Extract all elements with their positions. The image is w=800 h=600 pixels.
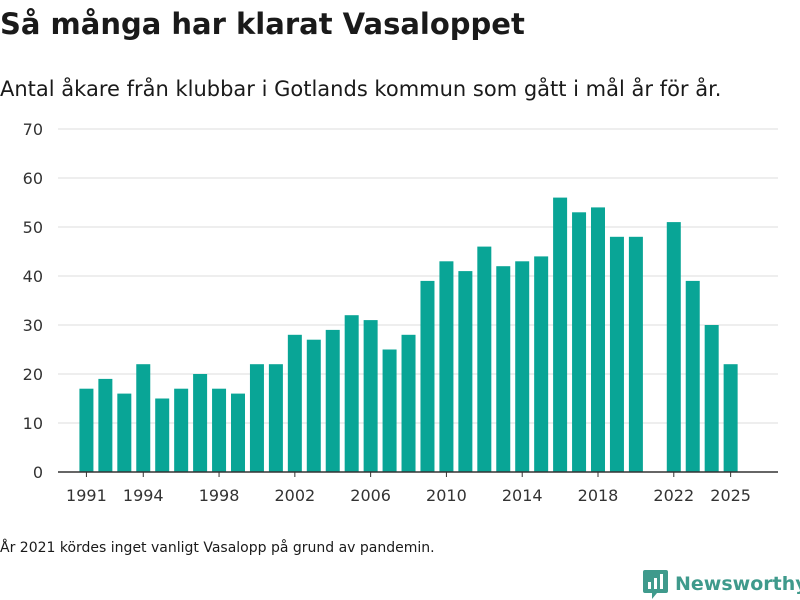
x-tick-label: 2014 <box>502 486 543 505</box>
bar <box>628 236 643 472</box>
y-tick-label: 20 <box>23 365 43 384</box>
bar <box>325 329 340 472</box>
x-tick-label: 2002 <box>274 486 315 505</box>
bar <box>363 320 378 472</box>
bar <box>212 388 227 472</box>
y-tick-label: 60 <box>23 169 43 188</box>
newsworthy-logo-icon <box>643 569 668 599</box>
bar <box>439 261 454 472</box>
bar <box>591 207 605 472</box>
x-tick-label: 1998 <box>199 486 240 505</box>
x-tick-label: 2010 <box>426 486 467 505</box>
y-tick-label: 50 <box>23 218 43 237</box>
bar <box>666 222 681 472</box>
bar <box>306 339 321 472</box>
bar <box>268 364 283 472</box>
y-tick-label: 30 <box>23 316 43 335</box>
bar <box>231 393 245 472</box>
bar <box>534 256 549 472</box>
bar <box>553 197 568 472</box>
footnote: År 2021 kördes inget vanligt Vasalopp på… <box>0 540 435 556</box>
x-tick-label: 2018 <box>578 486 619 505</box>
bar <box>174 388 189 472</box>
chart-title: Så många har klarat Vasaloppet <box>0 7 525 41</box>
bar <box>609 236 624 472</box>
bar <box>155 398 170 472</box>
y-axis: 0 10 20 30 40 50 60 70 <box>23 120 43 482</box>
bar <box>249 364 264 472</box>
bar <box>117 393 132 472</box>
x-tick-label: 2025 <box>710 486 751 505</box>
bar <box>723 364 738 472</box>
bar <box>515 261 530 472</box>
bar <box>344 315 359 472</box>
bar <box>193 374 208 472</box>
x-tick-label: 2022 <box>653 486 694 505</box>
bar <box>287 334 302 472</box>
bar <box>458 271 473 472</box>
y-tick-label: 40 <box>23 267 43 286</box>
bar <box>704 325 719 472</box>
bar <box>572 212 587 473</box>
x-tick-label: 2006 <box>350 486 391 505</box>
y-tick-label: 70 <box>23 120 43 139</box>
brand-name: Newsworthy <box>675 573 800 595</box>
bar <box>496 266 511 472</box>
y-tick-label: 10 <box>23 414 43 433</box>
brand[interactable]: Newsworthy <box>643 568 800 600</box>
x-tick-label: 1994 <box>123 486 164 505</box>
bar <box>98 378 113 472</box>
x-tick-label: 1991 <box>66 486 107 505</box>
bar <box>401 334 416 472</box>
bar <box>136 364 151 472</box>
gridlines <box>58 128 778 424</box>
bar <box>477 246 492 472</box>
x-axis: 1991 1994 1998 2002 2006 2010 2014 2018 2022 2025 <box>58 471 778 505</box>
bars <box>79 197 738 473</box>
bar <box>382 349 397 472</box>
bar <box>685 280 700 472</box>
bar-chart: 0 10 20 30 40 50 60 70 1991 1994 1998 2002 2006 2010… <box>23 120 778 505</box>
bar <box>79 388 94 472</box>
chart-subtitle: Antal åkare från klubbar i Gotlands komm… <box>0 77 722 101</box>
bar <box>420 280 435 472</box>
y-tick-label: 0 <box>33 463 43 482</box>
